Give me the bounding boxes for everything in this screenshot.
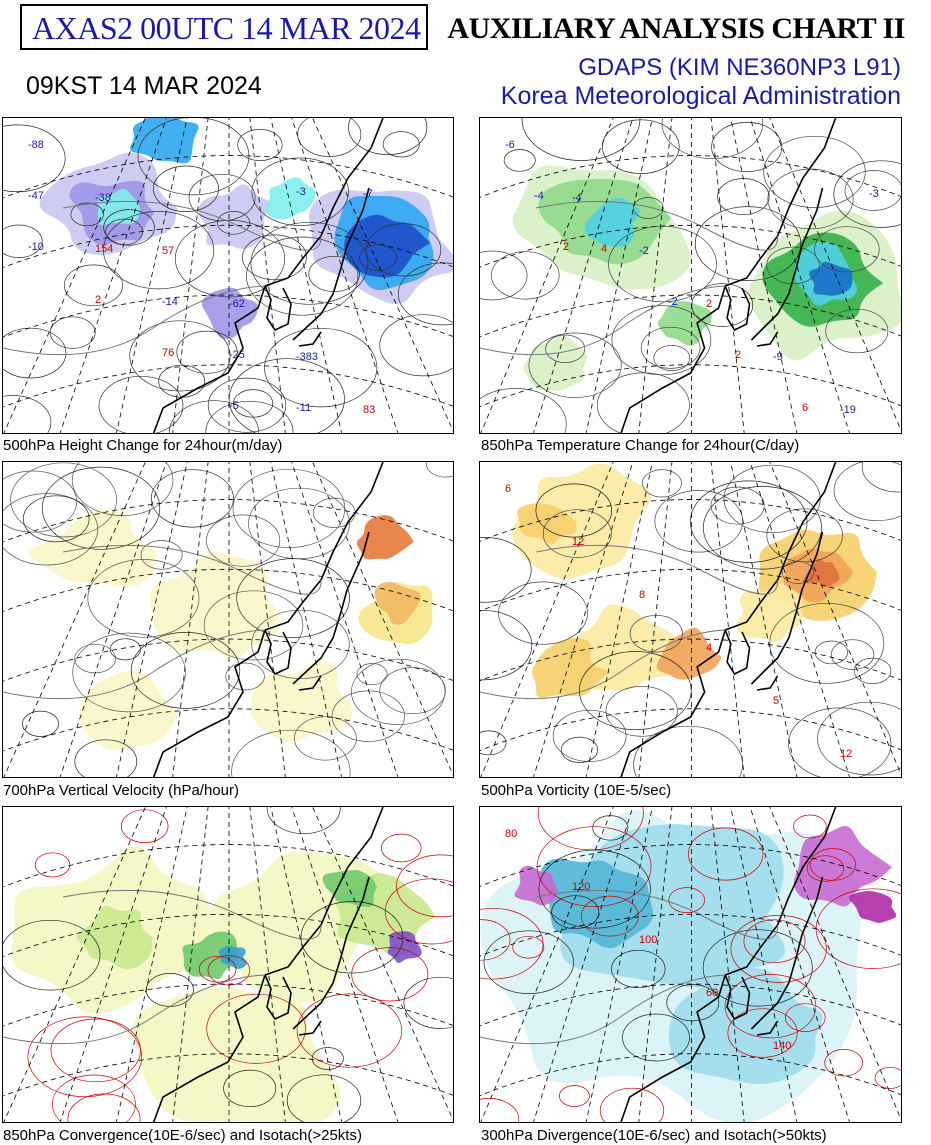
run-label: AXAS2 00UTC 14 MAR 2024 bbox=[32, 10, 421, 46]
contour-label: -10 bbox=[28, 241, 44, 253]
map-panel-divergence-isotach[interactable]: 80 120 100 60 140 bbox=[479, 806, 902, 1123]
contour-label: 140 bbox=[773, 1040, 791, 1052]
map-canvas bbox=[3, 807, 453, 1122]
contour-label: 8 bbox=[639, 589, 645, 601]
map-canvas bbox=[3, 462, 453, 777]
contour-label: 2 bbox=[95, 294, 101, 306]
model-name: GDAPS (KIM NE360NP3 L91) bbox=[578, 54, 901, 81]
contour-label: -383 bbox=[296, 351, 318, 363]
agency-name: Korea Meteorological Administration bbox=[500, 82, 901, 110]
contour-label: 2 bbox=[563, 241, 569, 253]
contour-label: 6 bbox=[802, 402, 808, 414]
contour-label: 12 bbox=[572, 536, 584, 548]
contour-label: -25 bbox=[229, 349, 245, 361]
caption-vertical-velocity: 700hPa Vertical Velocity (hPa/hour) bbox=[3, 782, 239, 799]
contour-label: 83 bbox=[363, 404, 375, 416]
contour-label: -88 bbox=[28, 139, 44, 151]
contour-label: 57 bbox=[162, 245, 174, 257]
contour-label: 60 bbox=[706, 987, 718, 999]
map-panel-convergence-isotach[interactable] bbox=[2, 806, 454, 1123]
caption-divergence-isotach: 300hPa Divergence(10E-6/sec) and Isotach… bbox=[481, 1127, 827, 1144]
caption-temperature-change: 850hPa Temperature Change for 24hour(C/d… bbox=[481, 437, 800, 454]
map-canvas: 6 12 8 4 5 12 bbox=[480, 462, 901, 777]
contour-label: 80 bbox=[505, 828, 517, 840]
map-panel-height-change[interactable]: -88 -38 57 -62 -383 83 -47 154 -14 -25 -11 -7 -10 2 76… bbox=[2, 117, 454, 434]
map-panel-temperature-change[interactable]: -6 -4 -2 2 -9 -19 -4 4 -2 2 6 -3 2 bbox=[479, 117, 902, 434]
contour-label: -3 bbox=[869, 188, 879, 200]
map-canvas: 80 120 100 60 140 bbox=[480, 807, 901, 1122]
contour-label: -7 bbox=[363, 188, 373, 200]
contour-label: 100 bbox=[639, 934, 657, 946]
chart-title: AUXILIARY ANALYSIS CHART II bbox=[447, 12, 905, 45]
caption-height-change: 500hPa Height Change for 24hour(m/day) bbox=[3, 437, 283, 454]
run-label-box: AXAS2 00UTC 14 MAR 2024 bbox=[20, 4, 428, 50]
caption-convergence-isotach: 850hPa Convergence(10E-6/sec) and Isotac… bbox=[3, 1127, 362, 1144]
contour-label: -6 bbox=[505, 139, 515, 151]
contour-label: -4 bbox=[572, 192, 582, 204]
caption-vorticity: 500hPa Vorticity (10E-5/sec) bbox=[481, 782, 672, 799]
map-canvas: -88 -38 57 -62 -383 83 -47 154 -14 -25 -11 -7 -10 2 76… bbox=[3, 118, 453, 433]
contour-label: 6 bbox=[505, 483, 511, 495]
contour-label: 154 bbox=[95, 243, 113, 255]
map-canvas: -6 -4 -2 2 -9 -19 -4 4 -2 2 6 -3 2 bbox=[480, 118, 901, 433]
contour-label: -11 bbox=[296, 402, 311, 414]
contour-label: 120 bbox=[572, 881, 590, 893]
contour-label: -3 bbox=[296, 186, 306, 198]
contour-label: -47 bbox=[28, 190, 44, 202]
contour-label: -4 bbox=[534, 190, 544, 202]
contour-label: 12 bbox=[840, 748, 852, 760]
contour-label: 2 bbox=[706, 298, 712, 310]
map-panel-vorticity[interactable]: 6 12 8 4 5 12 bbox=[479, 461, 902, 778]
contour-label: -62 bbox=[229, 298, 245, 310]
contour-label: -38 bbox=[95, 192, 111, 204]
local-time: 09KST 14 MAR 2024 bbox=[26, 72, 262, 100]
contour-label: 5 bbox=[773, 695, 779, 707]
contour-label: -19 bbox=[840, 404, 856, 416]
contour-label: 76 bbox=[162, 347, 174, 359]
contour-label: -14 bbox=[162, 296, 178, 308]
contour-label: 2 bbox=[735, 349, 741, 361]
contour-label: -5 bbox=[229, 400, 239, 412]
contour-label: -9 bbox=[773, 351, 783, 363]
map-panel-vertical-velocity[interactable] bbox=[2, 461, 454, 778]
contour-label: 4 bbox=[706, 642, 712, 654]
contour-label: -2 bbox=[668, 296, 678, 308]
contour-label: -2 bbox=[639, 245, 649, 257]
contour-label: 4 bbox=[601, 243, 607, 255]
